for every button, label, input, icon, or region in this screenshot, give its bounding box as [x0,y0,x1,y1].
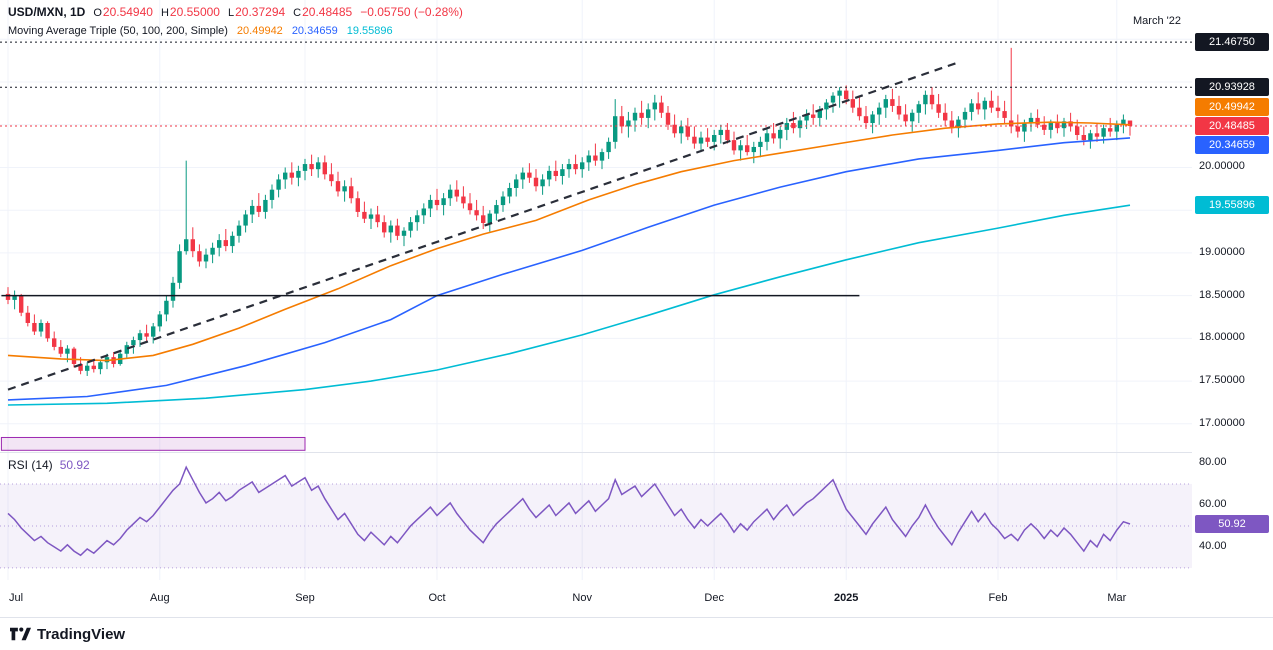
price-tick: 18.50000 [1199,288,1245,301]
rsi-badge: 50.92 [1195,515,1269,533]
ma100-line [7,137,1131,401]
ma200-line [7,204,1131,406]
price-tick: 18.00000 [1199,331,1245,344]
time-tick: Mar [1107,592,1127,604]
price-badge: 20.34659 [1195,136,1269,154]
time-tick: 2025 [833,592,859,604]
ma100-value: 20.34659 [291,25,338,37]
rsi-tick: 60.00 [1199,497,1227,510]
price-tick: 20.00000 [1199,160,1245,173]
price-badge: 19.55896 [1195,196,1269,215]
indicator-title[interactable]: Moving Average Triple (50, 100, 200, Sim… [8,25,228,37]
low-value: L 20.37294 [227,5,286,19]
time-axis[interactable]: Jul Aug Sep Oct Nov Dec 2025 Feb Mar [0,585,1192,617]
time-tick: Aug [150,592,170,604]
open-value: O 20.54940 [93,5,153,19]
price-tick: 17.00000 [1199,416,1245,429]
ma200-value: 19.55896 [346,25,393,37]
time-tick: Jul [8,592,24,604]
rsi-title[interactable]: RSI (14) [8,458,53,472]
price-badge: 20.48485 [1195,117,1269,136]
tradingview-logo-mark [10,627,31,641]
rsi-tick: 40.00 [1199,539,1227,552]
rsi-value: 50.92 [59,458,90,472]
ma50-line [7,121,1131,362]
high-value: H 20.55000 [160,5,220,19]
change-value: −0.05750 (−0.28%) [360,5,463,19]
price-tick: 19.00000 [1199,245,1245,258]
rect-drawing [0,436,306,451]
price-tick: 17.50000 [1199,374,1245,387]
time-tick: Dec [704,592,724,604]
indicator-legend-row: Moving Average Triple (50, 100, 200, Sim… [8,26,463,37]
price-badge: 20.93928 [1195,78,1269,97]
time-tick: Feb [988,592,1008,604]
price-badge: 21.46750 [1195,33,1269,52]
ma50-value: 20.49942 [236,25,283,37]
time-tick: Nov [572,592,592,604]
rsi-tick: 80.00 [1199,455,1227,468]
rsi-legend: RSI (14) 50.92 [8,458,90,472]
symbol-title[interactable]: USD/MXN, 1D [8,5,86,19]
march22-level-label: March '22 [1133,15,1181,27]
tradingview-brand-text: TradingView [37,625,126,643]
tradingview-logo[interactable]: TradingView [10,626,125,643]
price-badge: 20.49942 [1195,98,1269,116]
bottom-toolbar: TradingView [0,618,1273,650]
time-tick: Sep [295,592,315,604]
symbol-legend-row: USD/MXN, 1D O 20.54940 H 20.55000 L 20.3… [8,6,463,19]
price-axis[interactable]: 20.00000 19.00000 18.50000 18.00000 17.50000… [1192,0,1273,617]
close-value: C 20.48485 [293,5,353,19]
chart-legend: USD/MXN, 1D O 20.54940 H 20.55000 L 20.3… [8,6,463,37]
rsi-plot-line [7,465,1131,557]
time-tick: Oct [428,592,446,604]
